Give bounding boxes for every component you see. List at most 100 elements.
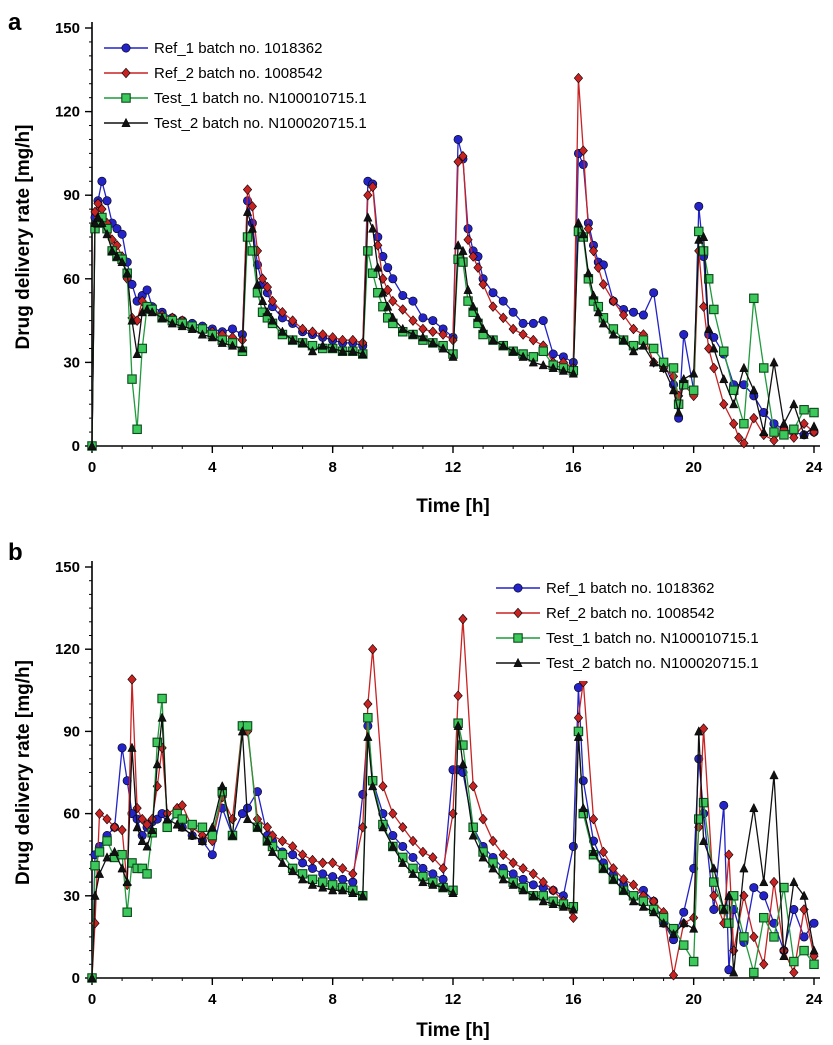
data-point <box>157 693 167 704</box>
y-tick-label: 150 <box>55 559 80 576</box>
data-point <box>628 323 639 335</box>
data-point <box>688 385 699 396</box>
data-point <box>127 315 137 325</box>
data-point <box>598 846 609 858</box>
x-tick-label: 8 <box>328 991 336 1008</box>
data-point <box>368 780 378 791</box>
data-point <box>90 217 100 228</box>
data-point <box>102 196 112 206</box>
data-point <box>318 869 328 879</box>
data-point <box>518 329 528 340</box>
data-point <box>117 256 127 267</box>
data-point <box>94 847 105 857</box>
data-point <box>678 940 689 950</box>
data-point <box>668 385 679 395</box>
data-point <box>122 876 132 887</box>
data-point <box>112 240 122 251</box>
data-point <box>137 835 147 845</box>
data-point <box>242 813 253 824</box>
x-tick-label: 0 <box>88 459 96 476</box>
data-point <box>709 343 719 353</box>
panel-letter: b <box>8 539 23 566</box>
data-point <box>242 206 253 216</box>
data-point <box>709 863 719 873</box>
data-point <box>458 150 468 162</box>
legend-marker <box>121 117 131 127</box>
data-point <box>648 343 659 354</box>
data-point <box>679 917 689 928</box>
data-point <box>177 822 187 832</box>
data-point <box>418 332 428 342</box>
data-point <box>593 306 603 317</box>
series-4 <box>87 206 819 450</box>
data-point <box>809 407 819 418</box>
panel-b: b 0 4 8 12 16 20 24 0 30 60 90 120 150 Time [h] Drug de… <box>8 539 830 1041</box>
legend-entry: Test_2 batch no. N100020715.1 <box>546 655 759 672</box>
data-point <box>453 156 463 168</box>
data-point <box>528 890 538 900</box>
data-point <box>363 698 373 710</box>
data-point <box>724 918 734 928</box>
data-point <box>769 419 779 429</box>
data-point <box>383 284 393 296</box>
data-point <box>453 134 463 144</box>
data-point <box>568 912 578 923</box>
data-point <box>538 896 548 906</box>
data-point <box>267 295 278 307</box>
data-point <box>418 846 428 858</box>
data-point <box>698 231 709 241</box>
data-point <box>528 868 538 880</box>
data-point <box>739 863 749 873</box>
data-point <box>649 357 659 367</box>
data-point <box>122 267 132 278</box>
data-point <box>277 306 288 318</box>
data-point <box>528 880 538 890</box>
data-point <box>463 296 473 306</box>
data-point <box>578 160 588 170</box>
data-point <box>428 316 438 326</box>
data-point <box>468 251 478 262</box>
data-point <box>638 340 649 350</box>
data-point <box>257 295 268 306</box>
data-point <box>363 212 373 222</box>
data-point <box>337 885 348 895</box>
data-point <box>242 721 253 731</box>
data-point <box>172 808 182 819</box>
legend-marker <box>513 607 523 619</box>
data-point <box>90 206 100 218</box>
data-point <box>337 863 348 874</box>
data-point <box>252 279 263 289</box>
data-point <box>498 849 508 860</box>
data-point <box>418 863 428 873</box>
data-point <box>348 877 358 887</box>
data-point <box>508 869 518 879</box>
data-point <box>127 374 137 384</box>
data-point <box>558 901 569 911</box>
data-point <box>588 245 599 257</box>
data-point <box>267 846 278 856</box>
data-point <box>698 301 709 312</box>
x-tick-label: 12 <box>445 459 462 476</box>
data-point <box>142 819 152 830</box>
data-point <box>288 315 298 326</box>
data-point <box>709 890 719 902</box>
data-point <box>242 184 253 195</box>
data-point <box>598 863 609 873</box>
data-point <box>698 797 709 808</box>
x-tick-label: 8 <box>328 459 336 476</box>
data-point <box>719 398 729 410</box>
data-point <box>307 854 318 866</box>
data-point <box>227 324 237 334</box>
data-point <box>87 440 97 450</box>
data-point <box>679 330 689 340</box>
data-point <box>132 424 142 435</box>
data-point <box>769 876 779 888</box>
legend-entry: Ref_2 batch no. 1008542 <box>546 605 714 622</box>
data-point <box>378 252 388 262</box>
data-point <box>277 835 288 847</box>
series-4 <box>87 712 819 982</box>
data-point <box>498 312 508 324</box>
data-point <box>137 813 147 825</box>
data-point <box>488 288 498 298</box>
x-tick-label: 16 <box>565 459 582 476</box>
